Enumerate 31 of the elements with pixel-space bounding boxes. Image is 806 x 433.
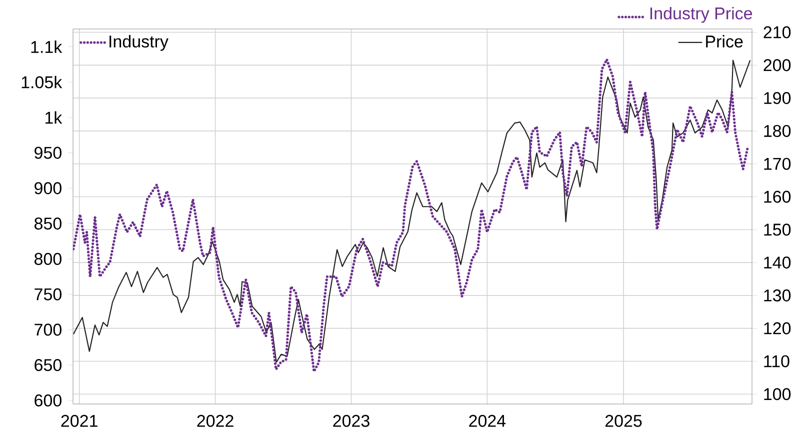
y-tick-label: 950 — [34, 147, 62, 160]
y2-tick-label: 190 — [764, 92, 791, 104]
y2-tick-label: 200 — [764, 59, 791, 72]
y2-tick-label: 130 — [764, 290, 791, 302]
y2-tick-label: 140 — [764, 256, 791, 269]
y2-tick-label: 210 — [764, 26, 791, 39]
y2-tick-label: 110 — [764, 355, 790, 368]
y-tick-label: 800 — [34, 253, 62, 266]
y-tick-label: 700 — [34, 324, 62, 336]
legend-label: Price — [706, 35, 743, 48]
y-tick-label: 650 — [34, 359, 62, 372]
y2-tick-label: 150 — [764, 224, 791, 236]
x-tick-label: 2023 — [333, 415, 370, 428]
y-tick-label: 900 — [34, 182, 62, 194]
x-tick-label: 2025 — [605, 415, 642, 428]
x-tick-label: 2021 — [61, 415, 98, 428]
y-tick-label: 1k — [45, 112, 62, 124]
y-tick-label: 850 — [34, 218, 62, 230]
legend-label: Industry — [110, 35, 168, 52]
y-tick-label: 750 — [34, 288, 62, 301]
y2-tick-label: 170 — [764, 158, 791, 170]
y2-tick-label: 160 — [764, 190, 791, 203]
y2-tick-label: 180 — [764, 125, 791, 138]
text: Industry Price — [650, 7, 752, 24]
y-tick-label: 1.1k — [31, 40, 62, 54]
y-tick-label: 1.05k — [22, 76, 62, 89]
x-tick-label: 2022 — [197, 415, 234, 428]
y-tick-label: 600 — [34, 394, 62, 407]
y2-tick-label: 100 — [764, 388, 791, 400]
x-tick-label: 2024 — [469, 415, 506, 428]
y2-tick-label: 120 — [764, 322, 791, 335]
